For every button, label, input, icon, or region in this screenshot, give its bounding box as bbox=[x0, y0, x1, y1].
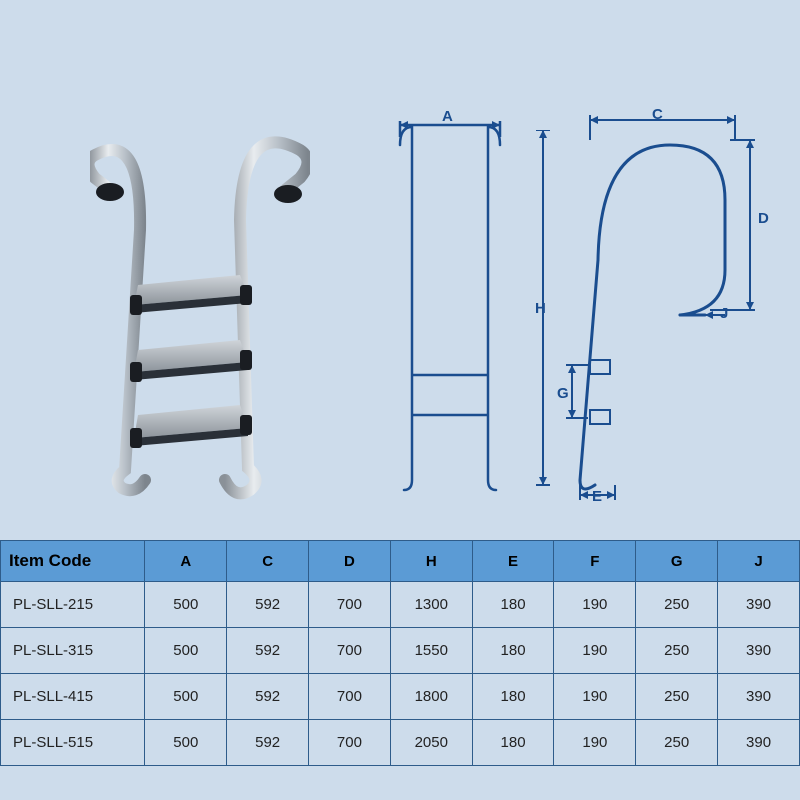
cell: 500 bbox=[145, 628, 227, 674]
cell: 1800 bbox=[390, 674, 472, 720]
cell: 592 bbox=[227, 582, 309, 628]
cell: 390 bbox=[718, 674, 800, 720]
dim-D: D bbox=[758, 210, 769, 227]
diagram-area: A H bbox=[0, 0, 800, 540]
cell-itemcode: PL-SLL-515 bbox=[1, 720, 145, 766]
col-E: E bbox=[472, 541, 554, 582]
col-F: F bbox=[554, 541, 636, 582]
cell-itemcode: PL-SLL-315 bbox=[1, 628, 145, 674]
cell: 700 bbox=[309, 582, 391, 628]
spec-table: Item Code A C D H E F G J PL-SLL-215 500… bbox=[0, 540, 800, 766]
dim-J: J bbox=[720, 305, 728, 322]
cell: 1550 bbox=[390, 628, 472, 674]
cell: 592 bbox=[227, 720, 309, 766]
cell: 500 bbox=[145, 674, 227, 720]
cell: 190 bbox=[554, 582, 636, 628]
cell: 250 bbox=[636, 582, 718, 628]
col-J: J bbox=[718, 541, 800, 582]
col-C: C bbox=[227, 541, 309, 582]
table-row: PL-SLL-515 500 592 700 2050 180 190 250 … bbox=[1, 720, 800, 766]
col-H: H bbox=[390, 541, 472, 582]
cell: 592 bbox=[227, 628, 309, 674]
table-row: PL-SLL-315 500 592 700 1550 180 190 250 … bbox=[1, 628, 800, 674]
cell: 190 bbox=[554, 720, 636, 766]
cell: 180 bbox=[472, 720, 554, 766]
cell: 250 bbox=[636, 720, 718, 766]
cell: 700 bbox=[309, 720, 391, 766]
side-diagram bbox=[560, 110, 770, 500]
col-G: G bbox=[636, 541, 718, 582]
col-itemcode: Item Code bbox=[1, 541, 145, 582]
cell: 250 bbox=[636, 674, 718, 720]
cell: 700 bbox=[309, 628, 391, 674]
col-D: D bbox=[309, 541, 391, 582]
cell: 500 bbox=[145, 582, 227, 628]
table-row: PL-SLL-415 500 592 700 1800 180 190 250 … bbox=[1, 674, 800, 720]
col-A: A bbox=[145, 541, 227, 582]
cell: 700 bbox=[309, 674, 391, 720]
spec-table-area: Item Code A C D H E F G J PL-SLL-215 500… bbox=[0, 540, 800, 766]
cell: 190 bbox=[554, 628, 636, 674]
cell: 500 bbox=[145, 720, 227, 766]
dim-E: E bbox=[592, 488, 602, 505]
front-diagram bbox=[370, 115, 530, 495]
cell: 1300 bbox=[390, 582, 472, 628]
dim-G: G bbox=[557, 385, 569, 402]
cell: 390 bbox=[718, 582, 800, 628]
table-header-row: Item Code A C D H E F G J bbox=[1, 541, 800, 582]
cell: 2050 bbox=[390, 720, 472, 766]
dim-A: A bbox=[442, 108, 453, 125]
table-row: PL-SLL-215 500 592 700 1300 180 190 250 … bbox=[1, 582, 800, 628]
cell-itemcode: PL-SLL-415 bbox=[1, 674, 145, 720]
dim-H: H bbox=[535, 300, 546, 317]
cell: 390 bbox=[718, 628, 800, 674]
cell: 390 bbox=[718, 720, 800, 766]
dim-C: C bbox=[652, 106, 663, 123]
cell: 250 bbox=[636, 628, 718, 674]
cell: 180 bbox=[472, 582, 554, 628]
cell: 592 bbox=[227, 674, 309, 720]
cell: 180 bbox=[472, 628, 554, 674]
ladder-photo bbox=[90, 100, 310, 500]
cell: 190 bbox=[554, 674, 636, 720]
cell-itemcode: PL-SLL-215 bbox=[1, 582, 145, 628]
cell: 180 bbox=[472, 674, 554, 720]
